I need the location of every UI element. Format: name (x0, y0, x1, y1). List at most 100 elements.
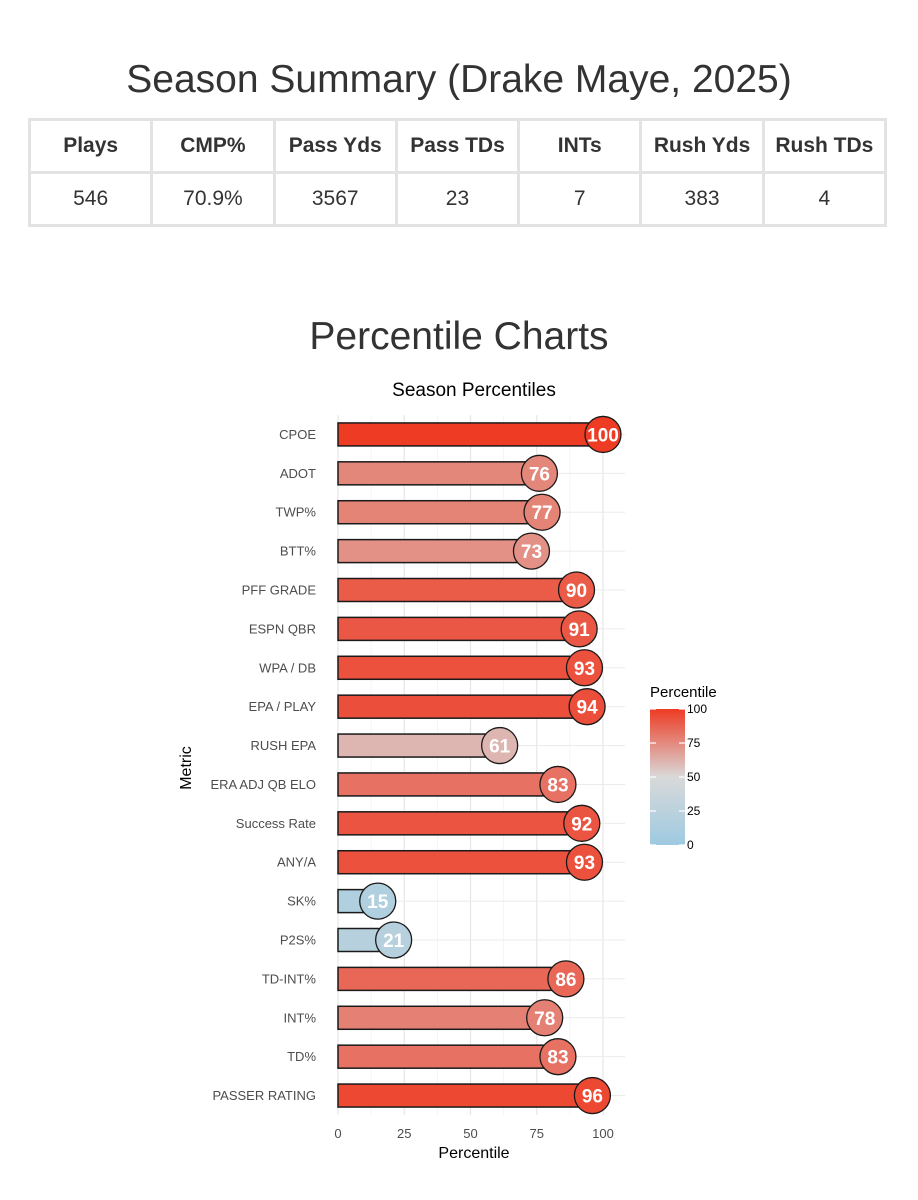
value-bubble (560, 610, 598, 648)
value-bubble (359, 882, 397, 920)
y-tick-label: INT% (284, 1010, 317, 1025)
value-ints: 7 (517, 171, 643, 227)
value-label: 83 (547, 775, 568, 796)
header-cmp-pct: CMP% (150, 118, 276, 174)
header-pass-tds: Pass TDs (394, 118, 521, 174)
y-tick-label: TD-INT% (262, 971, 317, 986)
header-plays: Plays (27, 118, 154, 174)
x-tick-labels: 0 25 50 75 100 (334, 1126, 613, 1141)
value-label: 78 (534, 1009, 555, 1030)
bar (337, 655, 586, 681)
value-bubble (568, 688, 606, 726)
value-bubble (547, 960, 585, 998)
bar (337, 811, 583, 836)
value-label: 77 (531, 503, 552, 524)
section-title: Percentile Charts (309, 315, 609, 358)
bar (337, 616, 580, 642)
y-tick-label: PASSER RATING (212, 1088, 316, 1103)
y-tick-label: SK% (287, 894, 316, 909)
value-bubble (512, 532, 551, 570)
summary-title: Season Summary (Drake Maye, 2025) (126, 58, 792, 101)
bar (337, 499, 543, 525)
header-ints: INTs (517, 118, 643, 174)
y-tick-label: TWP% (276, 505, 317, 520)
value-label: 90 (566, 581, 587, 602)
y-tick-label: CPOE (279, 427, 316, 442)
legend-title: Percentile (650, 684, 717, 701)
value-bubble (557, 571, 596, 609)
y-tick-label: P2S% (280, 933, 317, 948)
bar (337, 772, 559, 797)
bar (337, 1083, 594, 1108)
x-axis-label: Percentile (438, 1145, 509, 1162)
value-label: 94 (577, 698, 599, 719)
value-label: 73 (521, 542, 542, 563)
y-tick-label: EPA / PLAY (249, 699, 317, 714)
summary-table: Plays CMP% Pass Yds Pass TDs INTs Rush Y… (27, 118, 888, 227)
value-bubble (480, 726, 519, 765)
value-bubble (565, 649, 604, 687)
y-tick-labels: CPOE ADOT TWP% BTT% PFF GRADE ESPN QBR WPA / D… (211, 427, 317, 1103)
value-label: 86 (555, 970, 576, 991)
bar (337, 1005, 546, 1031)
y-tick-label: PFF GRADE (242, 583, 317, 598)
bar (337, 733, 501, 758)
y-tick-label: BTT% (280, 544, 317, 559)
value-bubble (526, 999, 564, 1037)
y-tick-label: ANY/A (277, 855, 316, 870)
value-label: 93 (574, 659, 595, 680)
y-tick-label: TD% (287, 1049, 316, 1064)
x-tick-label: 0 (334, 1126, 341, 1141)
legend-tick-label: 0 (687, 838, 694, 852)
y-tick-label: RUSH EPA (251, 738, 317, 753)
value-bubble (573, 1076, 612, 1115)
y-tick-label: ADOT (280, 466, 316, 481)
value-label: 76 (529, 464, 550, 485)
bar (337, 694, 588, 719)
value-cmp-pct: 70.9% (150, 171, 276, 227)
value-label: 100 (587, 425, 619, 446)
value-label: 96 (582, 1087, 603, 1108)
value-label: 83 (547, 1048, 568, 1069)
y-tick-label: ESPN QBR (249, 621, 316, 636)
summary-header-row: Plays CMP% Pass Yds Pass TDs INTs Rush Y… (27, 118, 888, 174)
bar (337, 461, 541, 486)
chart-title: Season Percentiles (392, 380, 556, 401)
value-label: 93 (574, 853, 595, 874)
x-tick-label: 50 (463, 1126, 477, 1141)
legend-tick-label: 75 (687, 736, 701, 750)
bar (337, 538, 533, 564)
y-tick-label: ERA ADJ QB ELO (211, 777, 317, 792)
bar (337, 1044, 559, 1069)
legend-tick-label: 50 (687, 770, 701, 784)
value-pass-yds: 3567 (272, 171, 398, 227)
value-bubble (563, 804, 601, 842)
bar (337, 422, 604, 447)
value-label: 91 (569, 620, 591, 641)
value-label: 61 (489, 737, 511, 758)
legend-tick-label: 100 (687, 702, 707, 716)
percentile-chart: Season Percentiles 100 76 77 73 90 91 93 94 61 83… (178, 380, 717, 1162)
value-bubble (565, 843, 604, 881)
x-tick-label: 25 (397, 1126, 411, 1141)
value-rush-yds: 383 (639, 171, 765, 227)
value-bubble (539, 765, 577, 804)
header-rush-tds: Rush TDs (761, 118, 888, 174)
value-rush-tds: 4 (761, 171, 888, 227)
value-label: 21 (383, 931, 405, 952)
value-bubble (539, 1038, 577, 1076)
bar (337, 577, 578, 603)
color-legend: Percentile 100 75 50 25 0 (650, 684, 717, 852)
x-tick-label: 100 (592, 1126, 614, 1141)
y-tick-label: Success Rate (236, 816, 316, 831)
value-label: 15 (367, 892, 389, 913)
value-plays: 546 (27, 171, 154, 227)
value-bubble (520, 454, 559, 492)
value-label: 92 (571, 814, 592, 835)
summary-value-row: 546 70.9% 3567 23 7 383 4 (27, 171, 888, 227)
value-bubble (523, 493, 561, 531)
bar (337, 849, 586, 875)
y-tick-label: WPA / DB (259, 660, 316, 675)
legend-tick-label: 25 (687, 804, 701, 818)
